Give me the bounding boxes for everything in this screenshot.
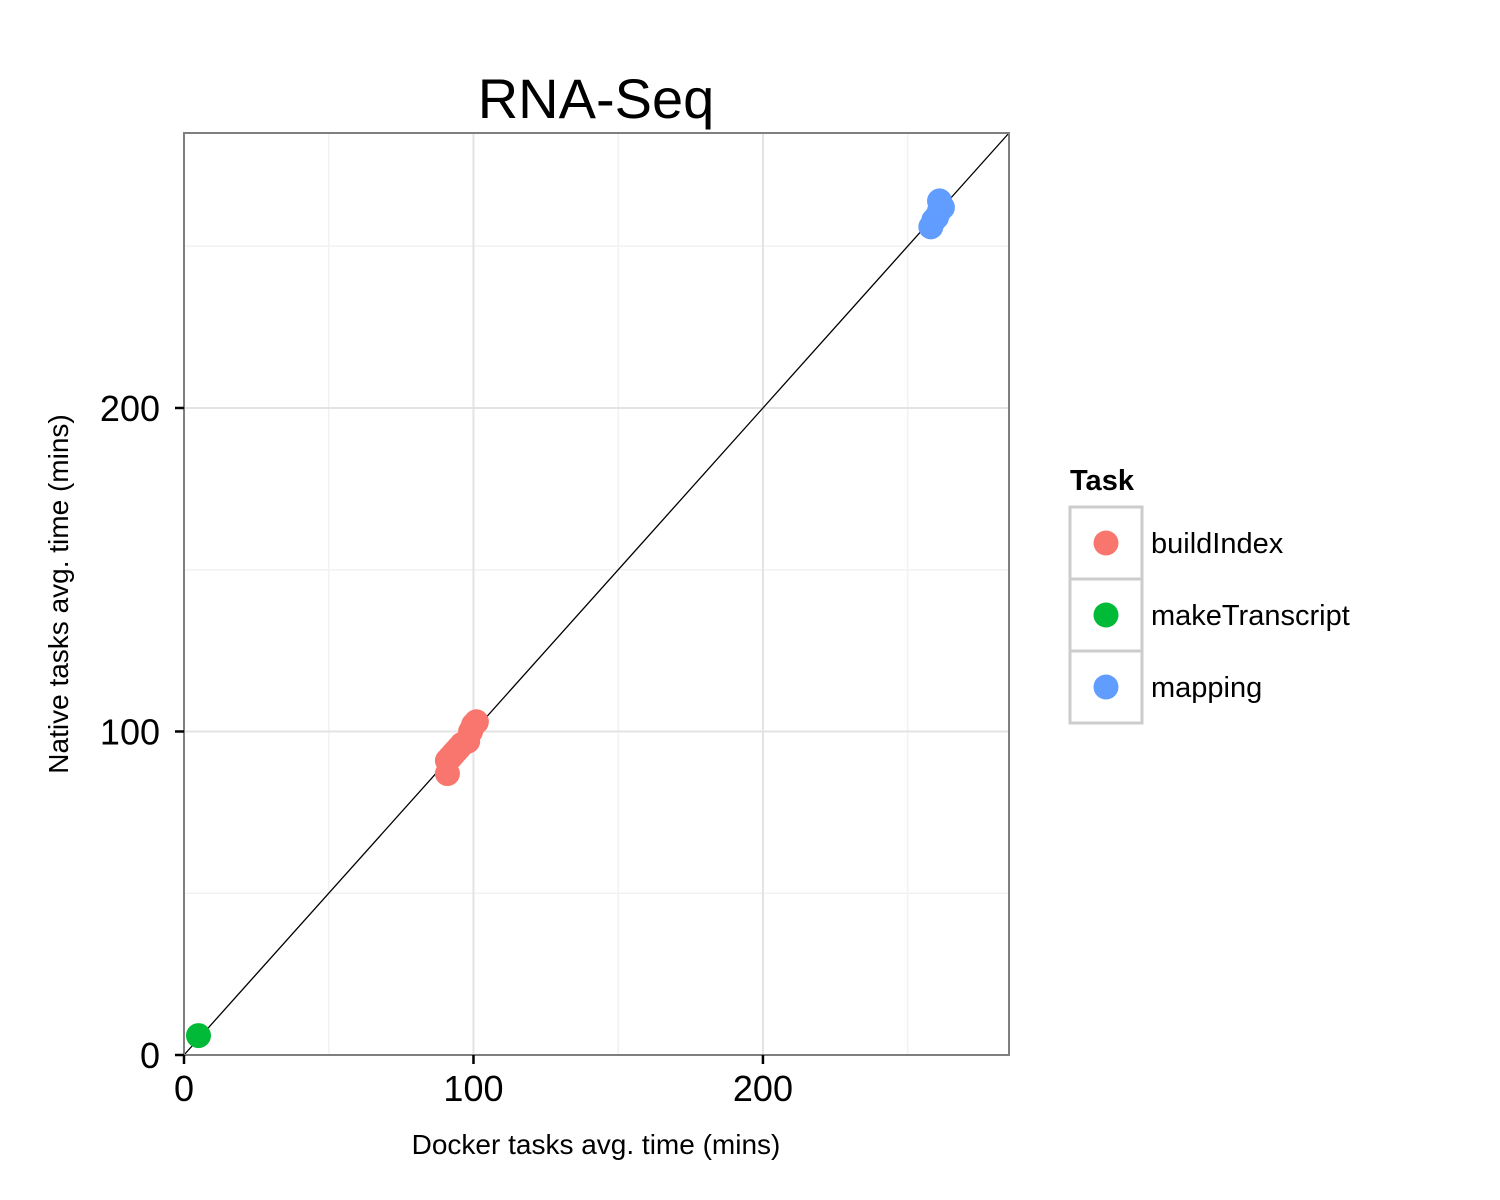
legend-key-buildIndex bbox=[1093, 530, 1119, 556]
point-buildIndex bbox=[463, 709, 489, 735]
chart-title: RNA-Seq bbox=[478, 67, 715, 130]
legend-title: Task bbox=[1070, 465, 1135, 497]
y-axis-title: Native tasks avg. time (mins) bbox=[43, 414, 74, 773]
x-tick-label: 100 bbox=[443, 1068, 503, 1109]
x-tick-label: 200 bbox=[733, 1068, 793, 1109]
plot-border bbox=[183, 132, 1010, 1056]
axis-ticks: 0 100 200 0 100 200 bbox=[100, 388, 793, 1109]
minor-gridlines bbox=[184, 133, 1009, 1055]
y-tick-label: 200 bbox=[100, 388, 160, 429]
legend-key-makeTranscript bbox=[1093, 602, 1119, 628]
x-tick-label: 0 bbox=[174, 1068, 194, 1109]
legend-label-makeTranscript: makeTranscript bbox=[1151, 600, 1350, 632]
legend-key-mapping bbox=[1093, 674, 1119, 700]
y-tick-label: 0 bbox=[140, 1035, 160, 1076]
point-makeTranscript bbox=[185, 1023, 211, 1049]
y-tick-label: 100 bbox=[100, 711, 160, 752]
x-axis-title: Docker tasks avg. time (mins) bbox=[412, 1129, 781, 1160]
point-mapping bbox=[927, 188, 953, 214]
data-points bbox=[185, 188, 955, 1049]
legend-label-buildIndex: buildIndex bbox=[1151, 528, 1284, 560]
legend-items: buildIndex makeTranscript mapping bbox=[1068, 505, 1350, 725]
legend: Task buildIndex makeTranscript mapping bbox=[1068, 465, 1350, 725]
legend-label-mapping: mapping bbox=[1151, 672, 1262, 704]
identity-reference-line bbox=[183, 132, 1010, 1056]
